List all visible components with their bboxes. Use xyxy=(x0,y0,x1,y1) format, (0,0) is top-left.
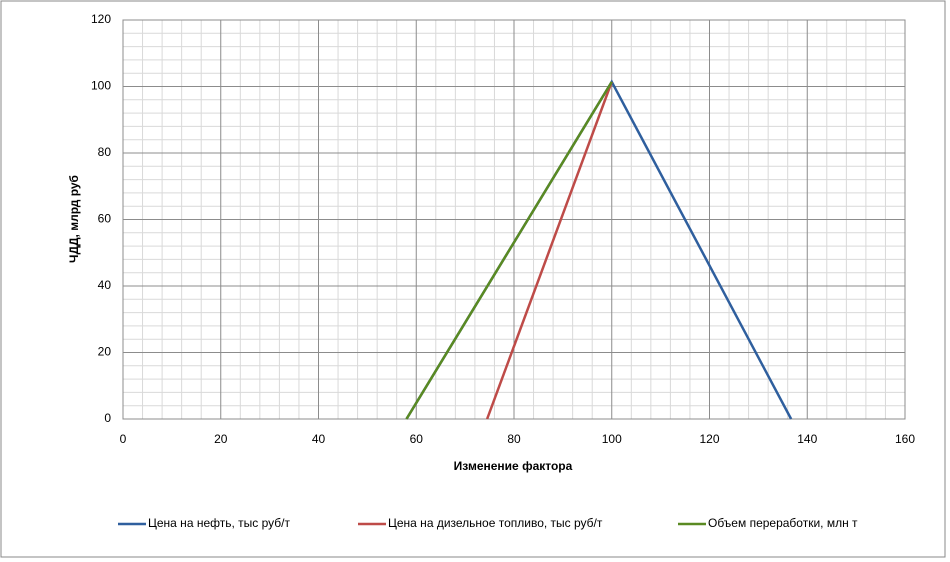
x-axis-label: Изменение фактора xyxy=(454,459,573,473)
y-tick-label: 40 xyxy=(98,278,112,292)
x-tick-label: 40 xyxy=(312,432,326,446)
legend-label: Цена на нефть, тыс руб/т xyxy=(148,516,290,530)
legend-label: Цена на дизельное топливо, тыс руб/т xyxy=(388,516,603,530)
data-line xyxy=(405,81,613,420)
x-tick-label: 160 xyxy=(895,432,915,446)
x-tick-label: 80 xyxy=(507,432,521,446)
x-tick-label: 140 xyxy=(797,432,817,446)
x-tick-label: 100 xyxy=(602,432,622,446)
x-tick-label: 120 xyxy=(699,432,719,446)
x-tick-label: 0 xyxy=(120,432,127,446)
y-tick-label: 80 xyxy=(98,145,112,159)
y-tick-label: 20 xyxy=(98,345,112,359)
y-tick-label: 100 xyxy=(91,79,111,93)
y-tick-label: 0 xyxy=(104,411,111,425)
y-axis-label: ЧДД, млрд руб xyxy=(67,175,81,263)
data-line xyxy=(485,81,613,420)
legend-label: Объем переработки, млн т xyxy=(708,516,858,530)
x-tick-label: 20 xyxy=(214,432,228,446)
x-tick-label: 60 xyxy=(410,432,424,446)
y-tick-label: 60 xyxy=(98,212,112,226)
y-tick-label: 120 xyxy=(91,12,111,26)
